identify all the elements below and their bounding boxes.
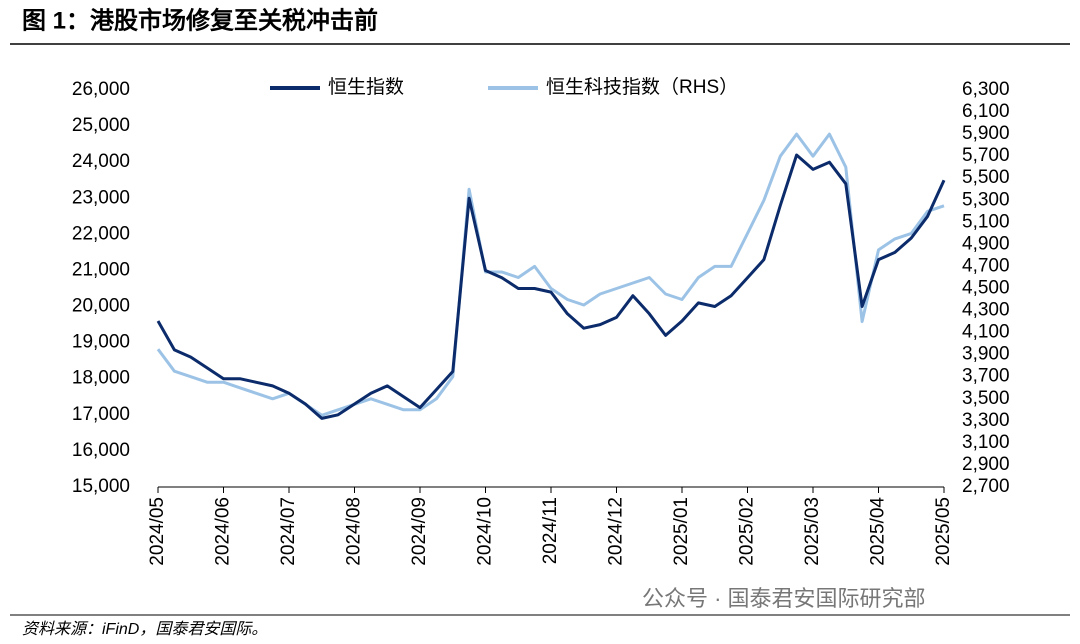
y2-tick-label: 3,700: [962, 366, 1010, 387]
series-line: [156, 132, 945, 417]
series-line: [156, 153, 946, 420]
y2-tick-label: 4,500: [962, 278, 1010, 299]
x-tick-label: 2025/01: [671, 497, 692, 566]
y2-tick-label: 3,300: [962, 410, 1010, 431]
y2-tick-label: 4,700: [962, 255, 1010, 276]
y2-tick-label: 5,100: [962, 211, 1010, 232]
x-tick-label: 2024/06: [213, 497, 234, 566]
y-tick-label: 16,000: [72, 440, 130, 461]
x-tick-label: 2024/07: [278, 497, 299, 566]
y2-tick-label: 2,700: [962, 476, 1010, 497]
y-tick-label: 23,000: [72, 187, 130, 208]
legend-label: 恒生科技指数（RHS）: [546, 76, 738, 98]
y2-tick-label: 3,900: [962, 344, 1010, 365]
source: 资料来源：iFinD，国泰君安国际。: [22, 620, 267, 638]
y2-tick-label: 5,700: [962, 145, 1010, 166]
y-tick-label: 15,000: [72, 476, 130, 497]
y-tick-label: 20,000: [72, 296, 130, 317]
x-tick-label: 2025/04: [868, 497, 889, 566]
y2-tick-label: 4,300: [962, 300, 1010, 321]
y2-tick-label: 4,100: [962, 322, 1010, 343]
x-tick-label: 2024/09: [409, 497, 430, 566]
x-tick-label: 2024/10: [475, 497, 496, 566]
y-tick-label: 24,000: [72, 151, 130, 172]
y-tick-label: 25,000: [72, 115, 130, 136]
legend-label: 恒生指数: [328, 76, 404, 98]
y-tick-label: 18,000: [72, 368, 130, 389]
y-tick-label: 21,000: [72, 259, 130, 280]
x-tick-label: 2024/05: [147, 497, 168, 566]
x-tick-label: 2025/03: [802, 497, 823, 566]
y2-tick-label: 3,500: [962, 388, 1010, 409]
x-tick-label: 2024/08: [344, 497, 365, 566]
x-tick-label: 2024/12: [606, 497, 627, 566]
y-tick-label: 26,000: [72, 79, 130, 100]
y2-tick-label: 5,900: [962, 123, 1010, 144]
y2-tick-label: 5,300: [962, 189, 1010, 210]
y2-tick-label: 6,100: [962, 101, 1010, 122]
x-tick-label: 2024/11: [540, 497, 561, 564]
y2-tick-label: 3,100: [962, 432, 1010, 453]
y-tick-label: 22,000: [72, 223, 130, 244]
y-tick-label: 17,000: [72, 404, 130, 425]
chart-title: 图 1：港股市场修复至关税冲击前: [22, 6, 378, 34]
y2-tick-label: 2,900: [962, 454, 1010, 475]
y2-tick-label: 5,500: [962, 167, 1010, 188]
x-tick-label: 2025/02: [737, 497, 758, 566]
y2-tick-label: 6,300: [962, 79, 1010, 100]
watermark: 公众号 · 国泰君安国际研究部: [642, 586, 926, 611]
x-tick-label: 2025/05: [933, 497, 954, 566]
y-tick-label: 19,000: [72, 332, 130, 353]
y2-tick-label: 4,900: [962, 233, 1010, 254]
